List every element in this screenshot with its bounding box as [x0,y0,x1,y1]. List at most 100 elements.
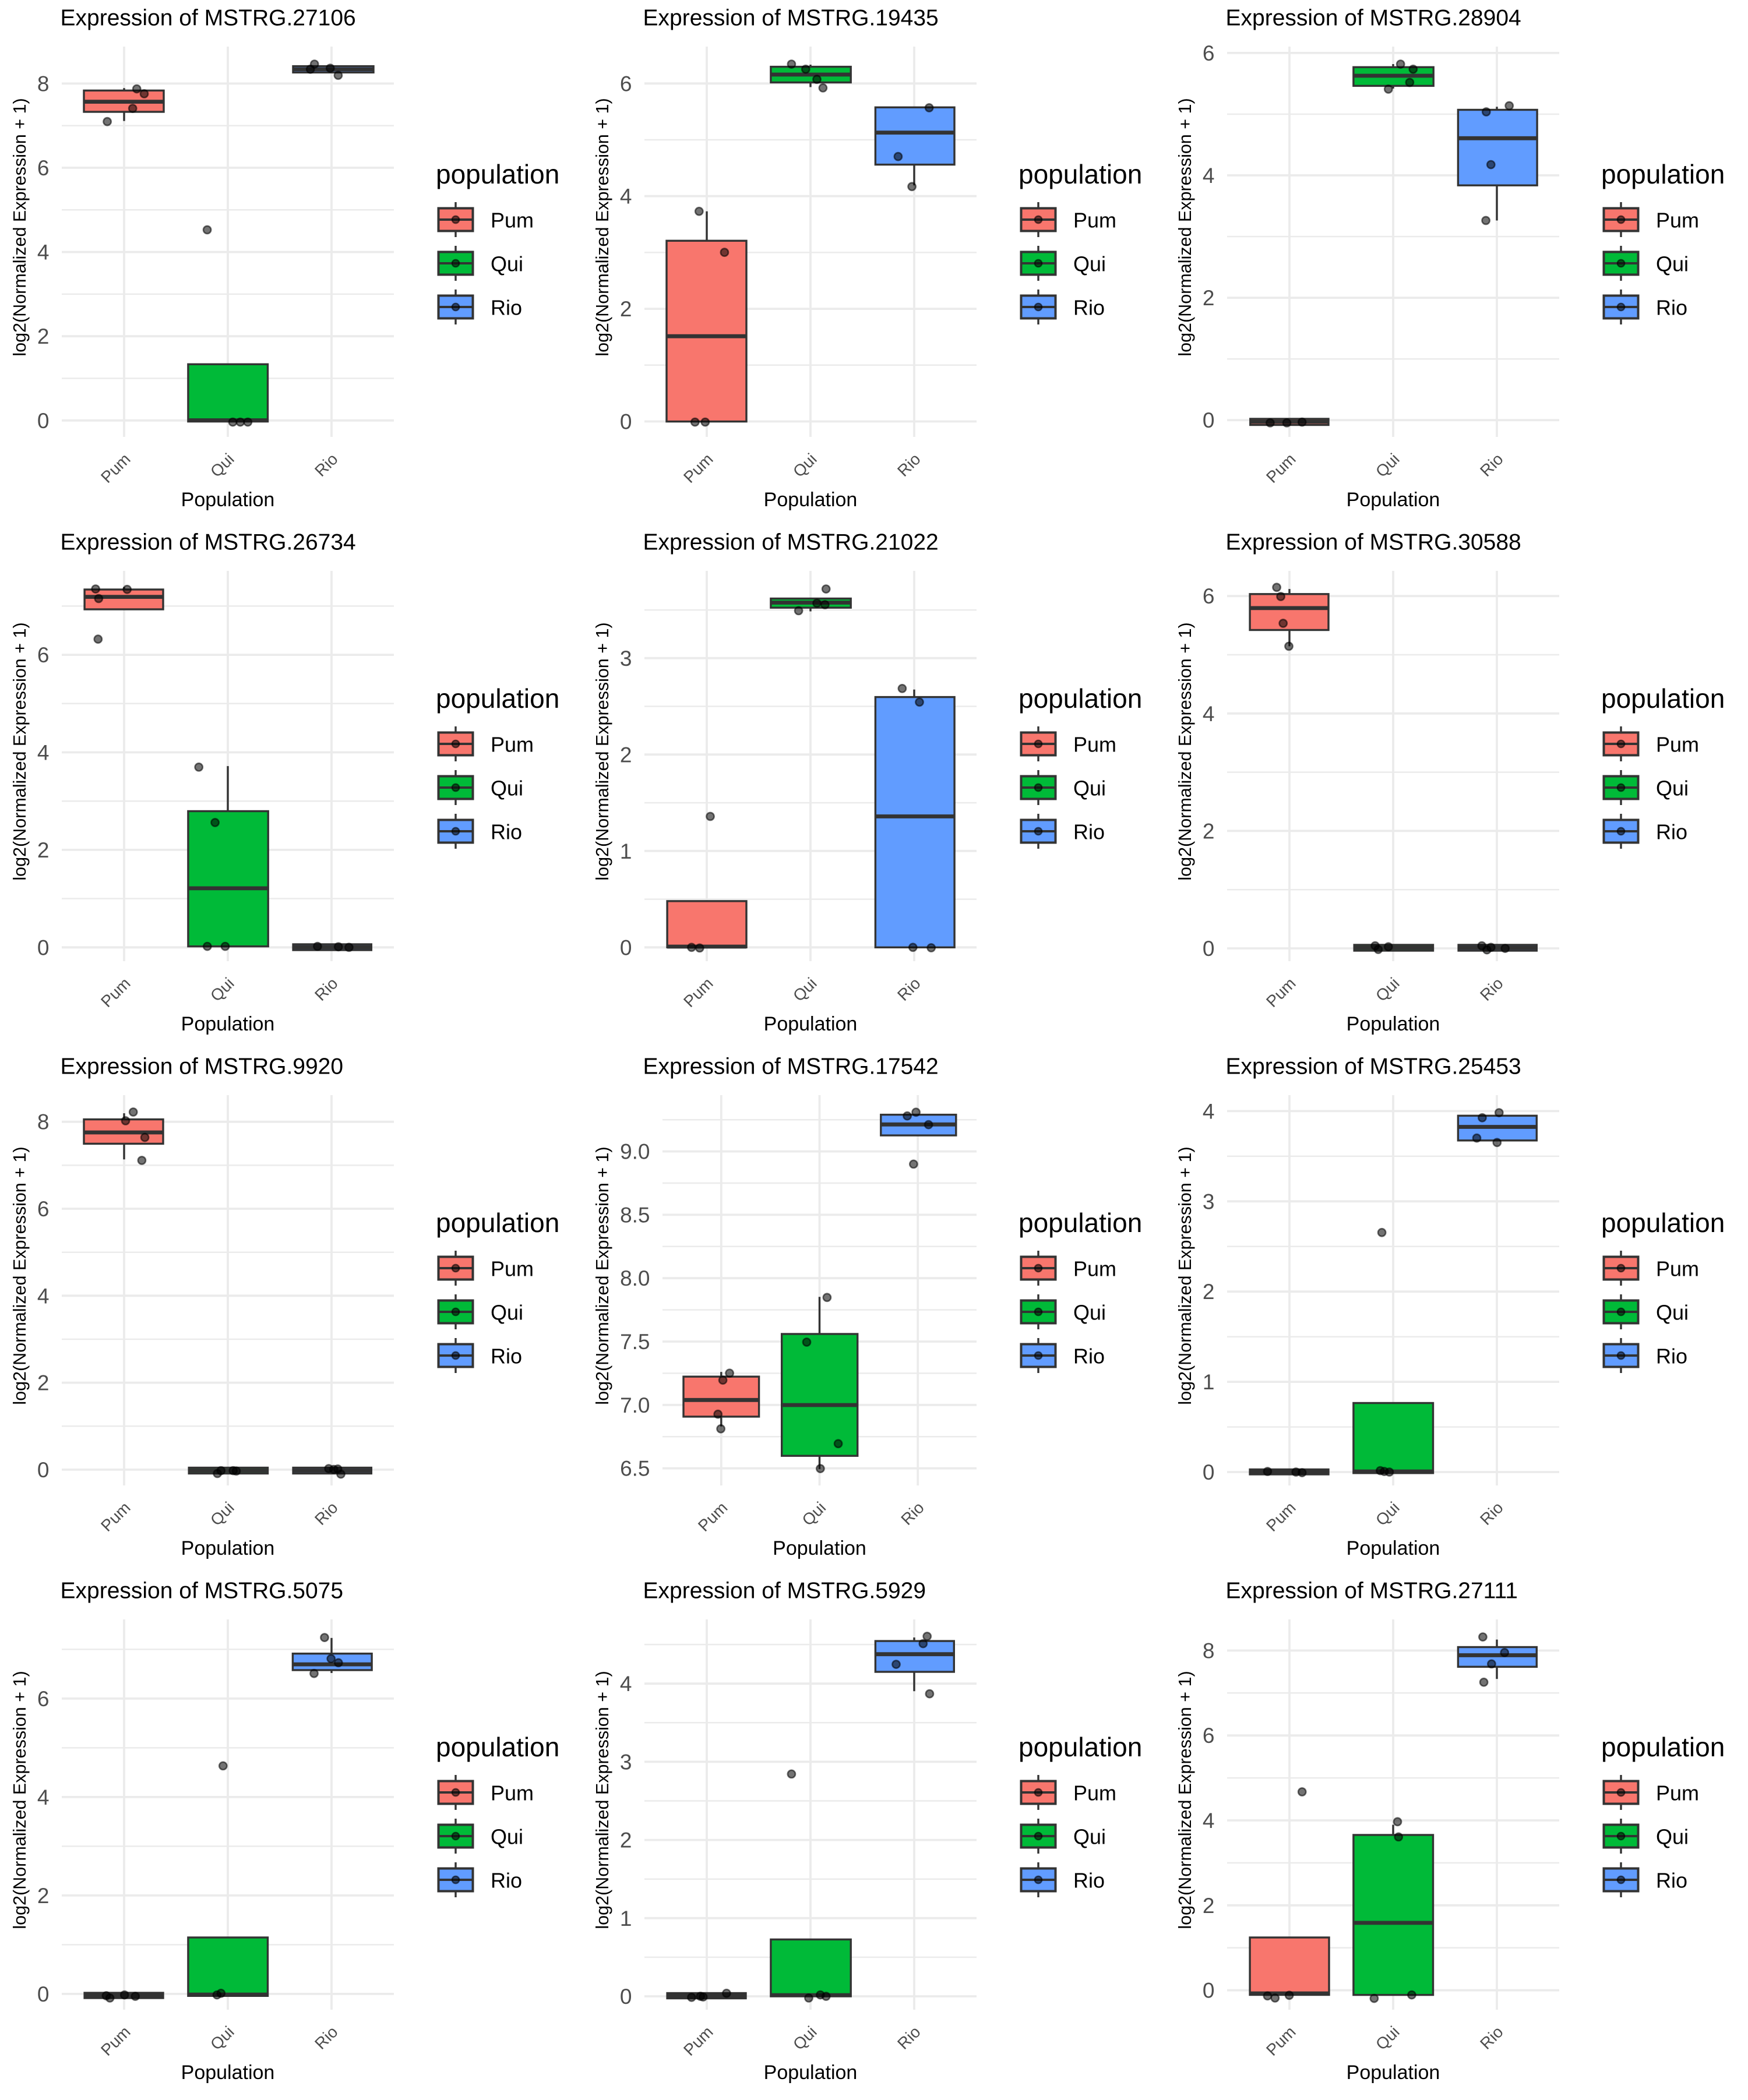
svg-text:Qui: Qui [207,1498,238,1529]
svg-text:2: 2 [1203,1894,1215,1918]
svg-text:Rio: Rio [1656,296,1687,320]
svg-text:4: 4 [1203,702,1215,726]
svg-text:Rio: Rio [311,1498,341,1529]
svg-text:8.5: 8.5 [620,1203,650,1227]
svg-text:Expression of MSTRG.26734: Expression of MSTRG.26734 [61,530,356,555]
svg-text:Qui: Qui [790,974,820,1005]
svg-text:4: 4 [37,1785,50,1809]
svg-text:Rio: Rio [894,974,924,1004]
svg-text:Pum: Pum [680,2023,717,2059]
svg-text:Rio: Rio [491,820,522,844]
svg-text:Population: Population [764,1013,858,1035]
svg-text:Pum: Pum [1073,733,1116,757]
svg-text:0: 0 [1203,1979,1215,2003]
svg-text:Expression of MSTRG.17542: Expression of MSTRG.17542 [643,1054,939,1079]
svg-text:Rio: Rio [311,450,341,480]
svg-text:Rio: Rio [311,974,341,1004]
svg-text:3: 3 [620,1750,632,1774]
svg-text:Expression of MSTRG.27106: Expression of MSTRG.27106 [61,6,356,31]
svg-text:Expression of MSTRG.25453: Expression of MSTRG.25453 [1226,1054,1521,1079]
svg-text:Expression of MSTRG.9920: Expression of MSTRG.9920 [61,1054,344,1079]
svg-text:8: 8 [37,1110,50,1134]
svg-text:4: 4 [1203,1099,1215,1123]
svg-text:log2(Normalized Expression + 1: log2(Normalized Expression + 1) [10,1146,30,1404]
svg-text:0: 0 [620,936,632,959]
svg-text:6: 6 [1203,584,1215,608]
svg-text:Qui: Qui [1073,1301,1106,1325]
svg-text:Qui: Qui [790,450,820,481]
svg-text:Rio: Rio [311,2023,341,2053]
svg-text:6: 6 [1203,1724,1215,1748]
svg-text:Qui: Qui [1656,777,1689,800]
svg-text:Pum: Pum [491,209,534,232]
svg-text:population: population [1019,159,1142,189]
svg-text:6: 6 [37,643,50,667]
svg-text:log2(Normalized Expression + 1: log2(Normalized Expression + 1) [593,98,612,356]
svg-text:population: population [1601,1732,1725,1762]
svg-text:6: 6 [1203,41,1215,65]
svg-text:Rio: Rio [491,1344,522,1368]
svg-text:0: 0 [1203,408,1215,432]
svg-text:Rio: Rio [1476,1498,1507,1529]
svg-text:Qui: Qui [491,252,523,276]
svg-text:4: 4 [1203,164,1215,188]
svg-text:1: 1 [620,839,632,863]
svg-text:Qui: Qui [1372,1498,1403,1529]
svg-text:Population: Population [1347,489,1440,511]
svg-text:4: 4 [1203,1809,1215,1833]
svg-text:Qui: Qui [1656,1301,1689,1325]
svg-text:Qui: Qui [491,1301,523,1325]
svg-text:Population: Population [181,489,275,511]
svg-text:Pum: Pum [491,733,534,757]
svg-text:Qui: Qui [799,1498,830,1529]
svg-text:Expression of MSTRG.5075: Expression of MSTRG.5075 [61,1579,344,1604]
svg-text:Rio: Rio [1476,450,1507,480]
svg-text:population: population [436,159,559,189]
svg-text:6: 6 [620,72,632,96]
svg-text:Rio: Rio [1073,820,1105,844]
svg-text:Expression of MSTRG.27111: Expression of MSTRG.27111 [1226,1579,1518,1604]
svg-text:0: 0 [37,409,50,433]
svg-text:0: 0 [1203,937,1215,961]
svg-text:8.0: 8.0 [620,1266,650,1290]
svg-text:Pum: Pum [1263,1498,1299,1535]
svg-text:Population: Population [1347,1537,1440,1559]
svg-text:2: 2 [1203,1280,1215,1304]
svg-text:2: 2 [37,838,50,862]
svg-text:Qui: Qui [790,2023,820,2053]
svg-text:population: population [436,1208,559,1238]
svg-text:Expression of MSTRG.19435: Expression of MSTRG.19435 [643,6,939,31]
svg-text:Pum: Pum [695,1498,731,1535]
svg-text:log2(Normalized Expression + 1: log2(Normalized Expression + 1) [1175,1146,1195,1404]
svg-text:population: population [1601,159,1725,189]
svg-text:Qui: Qui [207,974,238,1005]
svg-text:8: 8 [37,72,50,96]
svg-text:2: 2 [1203,286,1215,310]
svg-text:0: 0 [37,1458,50,1482]
svg-text:6: 6 [37,156,50,180]
svg-text:4: 4 [620,185,632,209]
svg-text:Pum: Pum [491,1257,534,1281]
svg-text:Pum: Pum [1073,1257,1116,1281]
svg-text:Rio: Rio [894,2023,924,2053]
svg-text:Rio: Rio [1656,1869,1687,1893]
svg-text:Rio: Rio [1073,296,1105,320]
svg-text:log2(Normalized Expression + 1: log2(Normalized Expression + 1) [593,622,612,880]
svg-text:4: 4 [620,1672,632,1696]
svg-text:1: 1 [620,1907,632,1930]
svg-text:Expression of MSTRG.28904: Expression of MSTRG.28904 [1226,6,1521,31]
svg-text:Rio: Rio [894,450,924,480]
svg-text:Population: Population [773,1537,866,1559]
svg-text:Rio: Rio [1073,1344,1105,1368]
svg-text:Rio: Rio [1073,1869,1105,1893]
svg-text:Qui: Qui [1656,1825,1689,1849]
svg-text:3: 3 [620,647,632,670]
svg-text:6: 6 [37,1687,50,1711]
svg-text:Pum: Pum [97,1498,134,1535]
svg-text:population: population [436,683,559,714]
svg-text:log2(Normalized Expression + 1: log2(Normalized Expression + 1) [10,1671,30,1929]
svg-text:2: 2 [620,743,632,767]
svg-text:Qui: Qui [1073,777,1106,800]
svg-text:Qui: Qui [1656,252,1689,276]
svg-text:Pum: Pum [1073,1781,1116,1805]
